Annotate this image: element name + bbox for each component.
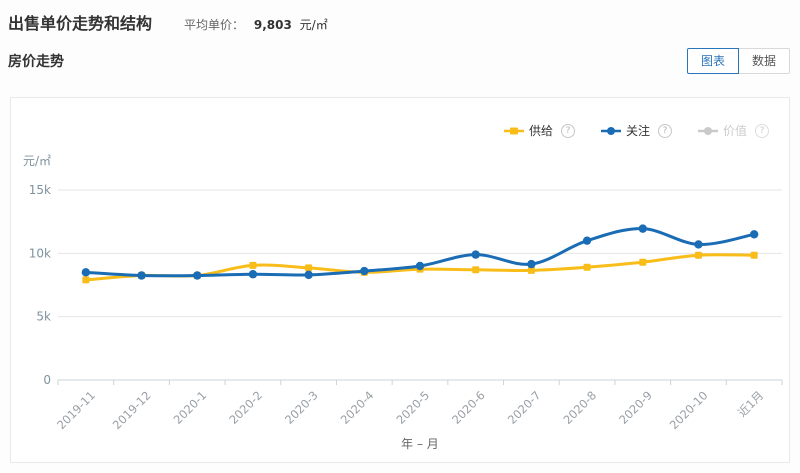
help-icon[interactable]: ? — [755, 123, 769, 138]
chart-view-button[interactable]: 图表 — [686, 47, 739, 75]
data-point-marker — [638, 224, 647, 233]
legend-item[interactable]: 价值? — [697, 122, 769, 139]
legend-item[interactable]: 供给? — [503, 122, 575, 139]
section-bar: 房价走势 图表 数据 — [0, 47, 800, 75]
data-view-button[interactable]: 数据 — [738, 47, 790, 75]
y-tick-label: 15k — [29, 183, 51, 197]
legend-marker-icon — [600, 126, 621, 135]
average-price-label: 平均单价： — [184, 18, 245, 32]
data-point-marker — [249, 261, 257, 269]
data-point-marker — [750, 251, 758, 259]
data-point-marker — [360, 266, 369, 276]
x-tick-label: 2020-5 — [393, 388, 432, 427]
gridlines — [58, 189, 782, 318]
header: 出售单价走势和结构 平均单价： 9,803 元/㎡ — [0, 0, 800, 34]
data-point-marker — [527, 266, 535, 274]
chart-card: 供给? 关注? 价值? 元/㎡ 0 5k 10k 15k 2019-11 2019-12 2020… — [10, 97, 790, 463]
legend-label: 价值 — [722, 124, 747, 138]
data-point-marker — [82, 276, 90, 284]
help-icon[interactable]: ? — [657, 123, 672, 138]
data-point-marker — [304, 270, 313, 280]
x-tick-label: 2020-1 — [171, 388, 210, 427]
legend-label: 关注 — [625, 124, 650, 138]
x-tick-label: 2020-4 — [338, 388, 377, 427]
section-title: 房价走势 — [8, 54, 64, 70]
x-axis: 2019-11 2019-12 2020-1 2020-2 2020-3 2020-4 20… — [54, 379, 783, 432]
data-point-marker — [81, 268, 91, 277]
data-point-marker — [472, 266, 480, 274]
data-point-marker — [582, 236, 592, 245]
legend-marker-icon — [697, 126, 718, 135]
average-price-value: 9,803 — [253, 18, 292, 32]
x-tick-label: 2020-3 — [282, 388, 321, 427]
chart-legend: 供给? 关注? 价值? — [503, 122, 769, 139]
x-axis-title: 年 – 月 — [401, 437, 439, 451]
series-attention — [81, 224, 759, 280]
data-point-marker — [694, 251, 702, 259]
page-title: 出售单价走势和结构 — [8, 14, 153, 33]
data-point-marker — [137, 271, 146, 280]
data-point-marker — [193, 271, 202, 280]
data-point-marker — [415, 261, 425, 271]
average-price-unit: 元/㎡ — [299, 18, 328, 32]
x-tick-label: 2020-8 — [560, 388, 599, 427]
x-tick-label: 近1月 — [735, 388, 766, 419]
data-point-marker — [248, 270, 258, 279]
average-price: 平均单价： 9,803 元/㎡ — [184, 16, 328, 33]
data-point-marker — [471, 250, 480, 259]
y-tick-label: 0 — [43, 373, 51, 387]
x-tick-label: 2020-9 — [616, 388, 655, 427]
legend-label: 供给 — [528, 124, 553, 138]
y-axis-unit: 元/㎡ — [23, 154, 51, 168]
x-tick-label: 2020-2 — [226, 388, 265, 427]
x-tick-label: 2020-10 — [667, 388, 711, 432]
data-point-marker — [749, 230, 759, 239]
data-point-marker — [694, 240, 703, 249]
data-point-marker — [527, 259, 536, 269]
x-tick-label: 2020-7 — [505, 388, 544, 427]
x-tick-label: 2019-12 — [110, 388, 154, 432]
help-icon[interactable]: ? — [560, 123, 575, 138]
data-point-marker — [583, 263, 591, 271]
y-axis-labels: 0 5k 10k 15k — [29, 183, 51, 387]
x-tick-label: 2020-6 — [449, 388, 488, 427]
y-tick-label: 10k — [29, 246, 51, 260]
x-tick-label: 2019-11 — [54, 388, 98, 432]
view-toggle: 图表 数据 — [686, 47, 790, 75]
data-point-marker — [305, 264, 313, 272]
legend-marker-icon — [503, 127, 524, 134]
legend-item[interactable]: 关注? — [600, 122, 672, 139]
y-tick-label: 5k — [36, 310, 51, 324]
data-point-marker — [639, 258, 647, 266]
